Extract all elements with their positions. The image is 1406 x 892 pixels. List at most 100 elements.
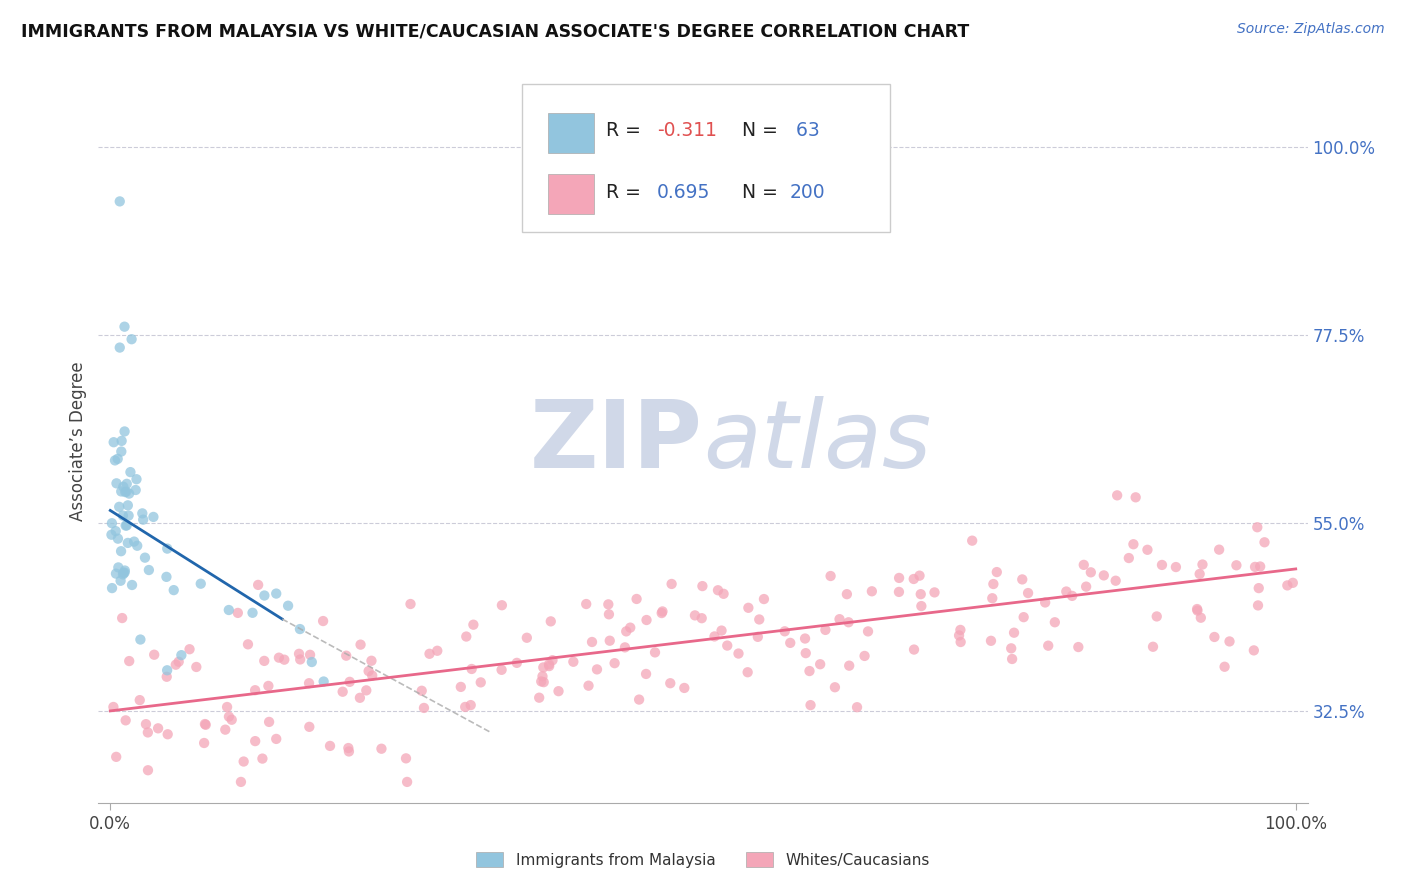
Point — [194, 717, 217, 731]
Point — [395, 751, 418, 765]
Point — [127, 539, 149, 553]
Point — [114, 425, 136, 439]
Point — [1002, 625, 1025, 640]
Point — [253, 589, 276, 603]
Point — [245, 734, 267, 748]
Point — [1164, 560, 1187, 574]
Point — [626, 591, 648, 606]
Point — [396, 775, 419, 789]
Point — [156, 670, 179, 684]
Point — [983, 577, 1005, 591]
Point — [118, 654, 141, 668]
Point — [335, 648, 357, 663]
Point — [136, 725, 159, 739]
Point — [1001, 652, 1024, 666]
Point — [614, 624, 637, 639]
Point — [463, 617, 485, 632]
Point — [242, 606, 264, 620]
Point — [110, 544, 132, 558]
Point — [117, 536, 139, 550]
Point — [110, 484, 132, 499]
Point — [143, 648, 166, 662]
Point — [773, 624, 796, 639]
Point — [586, 662, 609, 676]
Point — [454, 700, 477, 714]
Point — [948, 628, 970, 642]
Point — [146, 722, 169, 736]
Point — [748, 612, 770, 626]
Point — [156, 541, 179, 556]
Point — [1017, 586, 1039, 600]
Point — [399, 597, 422, 611]
Text: Source: ZipAtlas.com: Source: ZipAtlas.com — [1237, 22, 1385, 37]
Point — [598, 607, 620, 622]
Point — [273, 653, 295, 667]
Point — [103, 700, 125, 714]
Point — [1253, 535, 1275, 549]
Point — [1033, 595, 1056, 609]
Point — [541, 653, 564, 667]
Point — [903, 642, 925, 657]
Point — [361, 668, 384, 682]
Point — [108, 194, 131, 209]
Point — [860, 584, 883, 599]
Point — [111, 611, 134, 625]
Point — [194, 718, 217, 732]
Point — [349, 638, 371, 652]
Point — [981, 591, 1004, 606]
Point — [110, 574, 132, 588]
Point — [1107, 488, 1129, 502]
Point — [491, 663, 513, 677]
Point — [121, 332, 143, 346]
Point — [117, 499, 139, 513]
Point — [538, 659, 561, 673]
Point — [332, 684, 354, 698]
Point — [115, 518, 138, 533]
Point — [426, 644, 449, 658]
Point — [267, 650, 290, 665]
Point — [1080, 566, 1102, 580]
Point — [1208, 542, 1230, 557]
Point — [1000, 641, 1022, 656]
Point — [581, 635, 603, 649]
Point — [108, 341, 131, 355]
Point — [779, 636, 801, 650]
Point — [252, 751, 274, 765]
Point — [101, 581, 124, 595]
Point — [122, 534, 145, 549]
Point — [125, 472, 148, 486]
Point — [115, 476, 138, 491]
Point — [1189, 611, 1212, 625]
Legend: Immigrants from Malaysia, Whites/Caucasians: Immigrants from Malaysia, Whites/Caucasi… — [468, 844, 938, 875]
Point — [114, 485, 136, 500]
Point — [1054, 584, 1077, 599]
Point — [986, 565, 1008, 579]
Point — [1204, 630, 1226, 644]
Point — [1073, 558, 1095, 572]
Point — [716, 639, 738, 653]
Point — [114, 518, 136, 533]
Point — [290, 652, 312, 666]
Point — [903, 572, 925, 586]
Point — [301, 655, 323, 669]
Point — [135, 717, 157, 731]
Point — [264, 731, 287, 746]
Point — [298, 676, 321, 690]
Point — [710, 624, 733, 638]
Point — [537, 657, 560, 672]
Point — [644, 645, 666, 659]
Point — [1246, 520, 1268, 534]
Point — [131, 507, 153, 521]
Point — [1185, 602, 1208, 616]
Point — [142, 510, 165, 524]
Point — [165, 657, 187, 672]
Point — [226, 606, 249, 620]
Point — [690, 611, 713, 625]
Point — [703, 629, 725, 643]
Point — [236, 637, 259, 651]
Point — [312, 614, 335, 628]
Point — [190, 576, 212, 591]
Point — [100, 527, 122, 541]
Point — [163, 583, 186, 598]
Point — [1067, 640, 1090, 654]
